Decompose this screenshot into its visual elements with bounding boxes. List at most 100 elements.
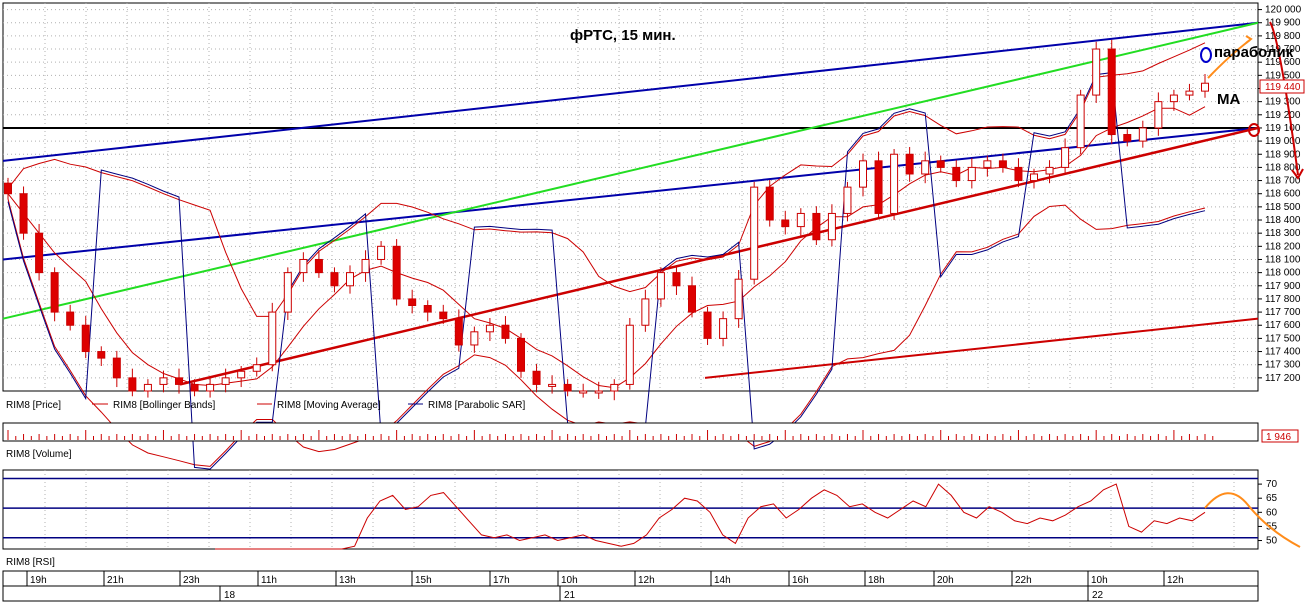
rsi-label: RIM8 [RSI] [6,557,55,568]
candle-up [1185,90,1194,96]
candle-up [1201,82,1209,92]
candle-up [719,318,728,339]
candle-up [252,364,261,372]
candle-up [734,278,743,320]
rsi-orange-curve [1204,492,1301,548]
candle-down [765,186,774,221]
volume-panel [2,422,1259,442]
volume-value: 1 946 [1266,432,1291,443]
candle-down [936,160,945,168]
candle-up [796,212,805,228]
candle-up [377,245,386,260]
candle-down [952,166,961,182]
candle-down [1107,48,1116,136]
day-label: 22 [1092,590,1104,601]
hour-label: 20h [937,575,954,586]
hour-label: 18h [868,575,885,586]
candle-down [672,272,681,287]
candle-up [1061,147,1070,168]
y-tick-label: 117 200 [1265,373,1301,384]
hour-label: 10h [561,575,578,586]
volume-label: RIM8 [Volume] [6,449,72,460]
candle-up [221,377,230,385]
candle-up [268,311,277,366]
candle-up [967,166,976,182]
red-down-arrow [1269,21,1299,176]
y-tick-label: 119 300 [1265,97,1301,108]
y-tick-label: 119 800 [1265,31,1301,42]
candle-up [143,383,152,392]
y-tick-label: 120 000 [1265,5,1302,16]
candle-up [594,390,603,394]
candle-up [827,212,836,241]
y-tick-label: 119 100 [1265,123,1301,134]
candle-up [843,186,852,214]
hour-label: 12h [638,575,655,586]
candle-down [66,311,75,326]
candle-down [454,318,463,346]
candle-down [81,324,90,353]
candle-up [610,383,619,392]
y-tick-label: 119 700 [1265,44,1301,55]
y-tick-label: 119 200 [1265,110,1301,121]
candle-up [485,324,494,333]
candle-up [1045,166,1054,175]
candle-down [408,298,417,307]
bollinger-upper [7,42,1206,317]
candle-down [517,337,525,372]
candle-down [998,160,1007,168]
candle-up [361,258,370,274]
candle-down [781,219,790,228]
candle-down [874,160,883,214]
legend-bollinger: RIM8 [Bollinger Bands] [113,400,215,411]
last-price-label: 119 440 [1265,82,1301,93]
y-tick-label: 118 900 [1265,149,1301,160]
candle-down [35,232,44,274]
day-label: 18 [224,590,236,601]
y-tick-label: 118 800 [1265,162,1301,173]
annotation-ma: MA [1217,91,1240,108]
rsi-y-tick-label: 55 [1266,521,1278,532]
legend-price: RIM8 [Price] [6,400,61,411]
hour-label: 21h [107,575,124,586]
y-tick-label: 117 700 [1265,307,1301,318]
candle-up [1030,173,1038,182]
y-tick-label: 118 500 [1265,202,1301,213]
candle-up [750,186,759,280]
candle-down [532,370,541,385]
candle-down [128,377,137,392]
candle-down [50,272,59,313]
candle-up [983,160,992,168]
candle-up [237,370,246,379]
candle-down [423,305,432,313]
middle-channel-line [2,126,1259,261]
y-tick-label: 117 500 [1265,333,1301,344]
candle-down [688,285,696,313]
candle-up [1076,94,1085,149]
rsi-y-tick-label: 50 [1266,536,1278,547]
candle-up [579,390,588,394]
green-trend-line [2,21,1259,320]
candle-down [563,383,572,392]
time-axis-labels: 19h 21h 23h 11h 13h 15h 17h 10h 12h 14h 16h 18h 20h 2… [26,571,1184,601]
y-tick-label: 117 800 [1265,294,1301,305]
lower-red-line [704,317,1259,379]
rsi-panel [2,469,1259,550]
y-tick-label: 119 900 [1265,18,1301,29]
y-tick-label: 119 000 [1265,136,1301,147]
candle-up [656,272,665,300]
candle-up [206,383,215,392]
y-tick-label: 118 000 [1265,268,1301,279]
y-tick-label: 117 300 [1265,360,1301,371]
red-support-line [179,126,1259,386]
chart-title: фРТС, 15 мин. [570,27,676,44]
y-tick-label: 118 700 [1265,176,1301,187]
candle-up [625,324,634,385]
candle-up [641,298,650,326]
candle-up [1092,48,1101,96]
candle-down [905,153,914,175]
candle-down [439,311,448,320]
candle-down [1123,134,1132,142]
candle-down [97,351,106,359]
